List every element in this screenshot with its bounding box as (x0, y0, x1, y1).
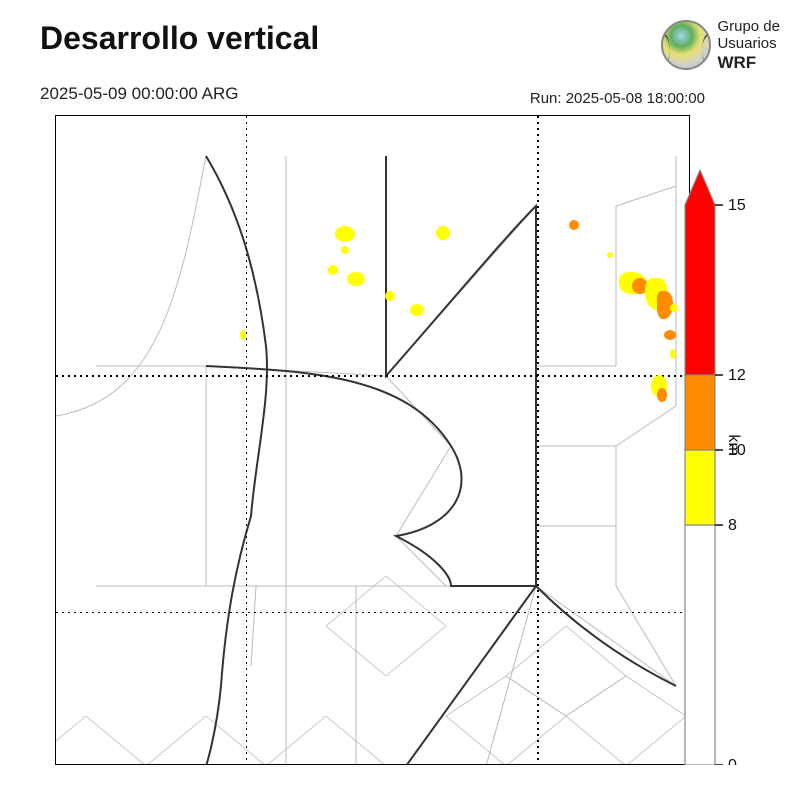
storm-cell (341, 246, 349, 254)
map-container[interactable]: 30°S 35°S 65°W 60°W (55, 115, 690, 765)
brand-logo: Grupo de Usuarios WRF (661, 18, 780, 72)
brand-logo-text: Grupo de Usuarios WRF (717, 18, 780, 72)
map-frame: 30°S 35°S 65°W 60°W (55, 115, 690, 765)
meridian-gridline-65w (246, 116, 248, 764)
storm-cell (569, 220, 579, 230)
colorbar-container[interactable]: 15 12 10 8 0 km (660, 115, 750, 765)
run-time-label: Run: 2025-05-08 18:00:00 (530, 90, 705, 107)
storm-cell (240, 330, 246, 340)
storm-cell (347, 272, 365, 286)
storm-cell (335, 226, 355, 242)
storm-cell (607, 252, 613, 258)
parallel-gridline-35s (56, 612, 689, 614)
parallel-gridline-30s (56, 375, 689, 377)
valid-time-label: 2025-05-09 00:00:00 ARG (40, 84, 238, 104)
svg-text:0: 0 (728, 757, 737, 765)
meridian-gridline-60w (537, 116, 539, 764)
province-boundaries (56, 116, 690, 765)
svg-text:15: 15 (728, 197, 746, 214)
svg-text:12: 12 (728, 367, 746, 384)
svg-text:8: 8 (728, 517, 737, 534)
wrf-globe-icon (661, 20, 711, 70)
colorbar-ticks: 15 12 10 8 0 (715, 197, 746, 765)
storm-cell (436, 226, 450, 240)
